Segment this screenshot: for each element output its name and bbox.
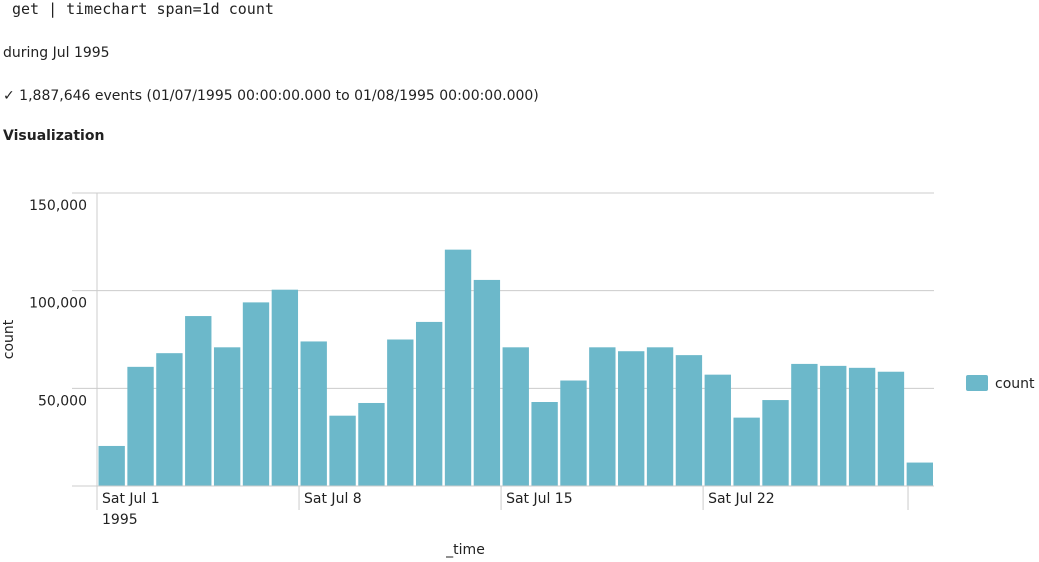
x-tick-label: Sat Jul 22 [708,491,775,507]
bar [502,347,529,486]
legend-swatch [966,375,988,391]
y-tick-label: 100,000 [29,296,87,312]
x-tick-label: Sat Jul 8 [304,491,362,507]
bar [877,371,905,486]
bar [675,355,703,486]
bar [358,402,385,486]
bar [213,347,241,486]
x-tick-label: Sat Jul 1 [102,491,160,507]
bar [589,347,616,486]
bar [848,367,876,486]
bar [618,351,645,486]
bar [156,353,183,486]
search-query[interactable]: get | timechart span=1d count [12,0,274,18]
bar [300,341,327,486]
bar [646,347,674,486]
x-axis-label: _time [445,542,485,558]
bar [762,400,789,486]
status: ✓ 1,887,646 events (01/07/1995 00:00:00.… [3,88,539,104]
bar [473,279,501,486]
bar [98,445,125,486]
bar [820,365,847,486]
bar [185,316,212,486]
bar [560,380,587,486]
x-tick-label: Sat Jul 15 [506,491,573,507]
bar [733,417,760,486]
bar [242,302,270,486]
y-tick-label: 150,000 [29,198,87,214]
bar [387,339,414,486]
y-axis-label: count [1,319,17,359]
legend-label: count [995,376,1035,392]
time-range: during Jul 1995 [3,45,110,61]
bar [531,402,558,486]
bar [704,374,731,486]
bar [444,249,472,486]
bar [415,321,443,486]
bar [791,363,818,486]
section-title: Visualization [3,128,105,144]
bar [906,462,933,486]
y-tick-label: 50,000 [38,393,87,409]
x-tick-sublabel: 1995 [102,512,138,528]
bar [127,366,154,486]
bar [271,289,299,486]
bar [329,415,356,486]
